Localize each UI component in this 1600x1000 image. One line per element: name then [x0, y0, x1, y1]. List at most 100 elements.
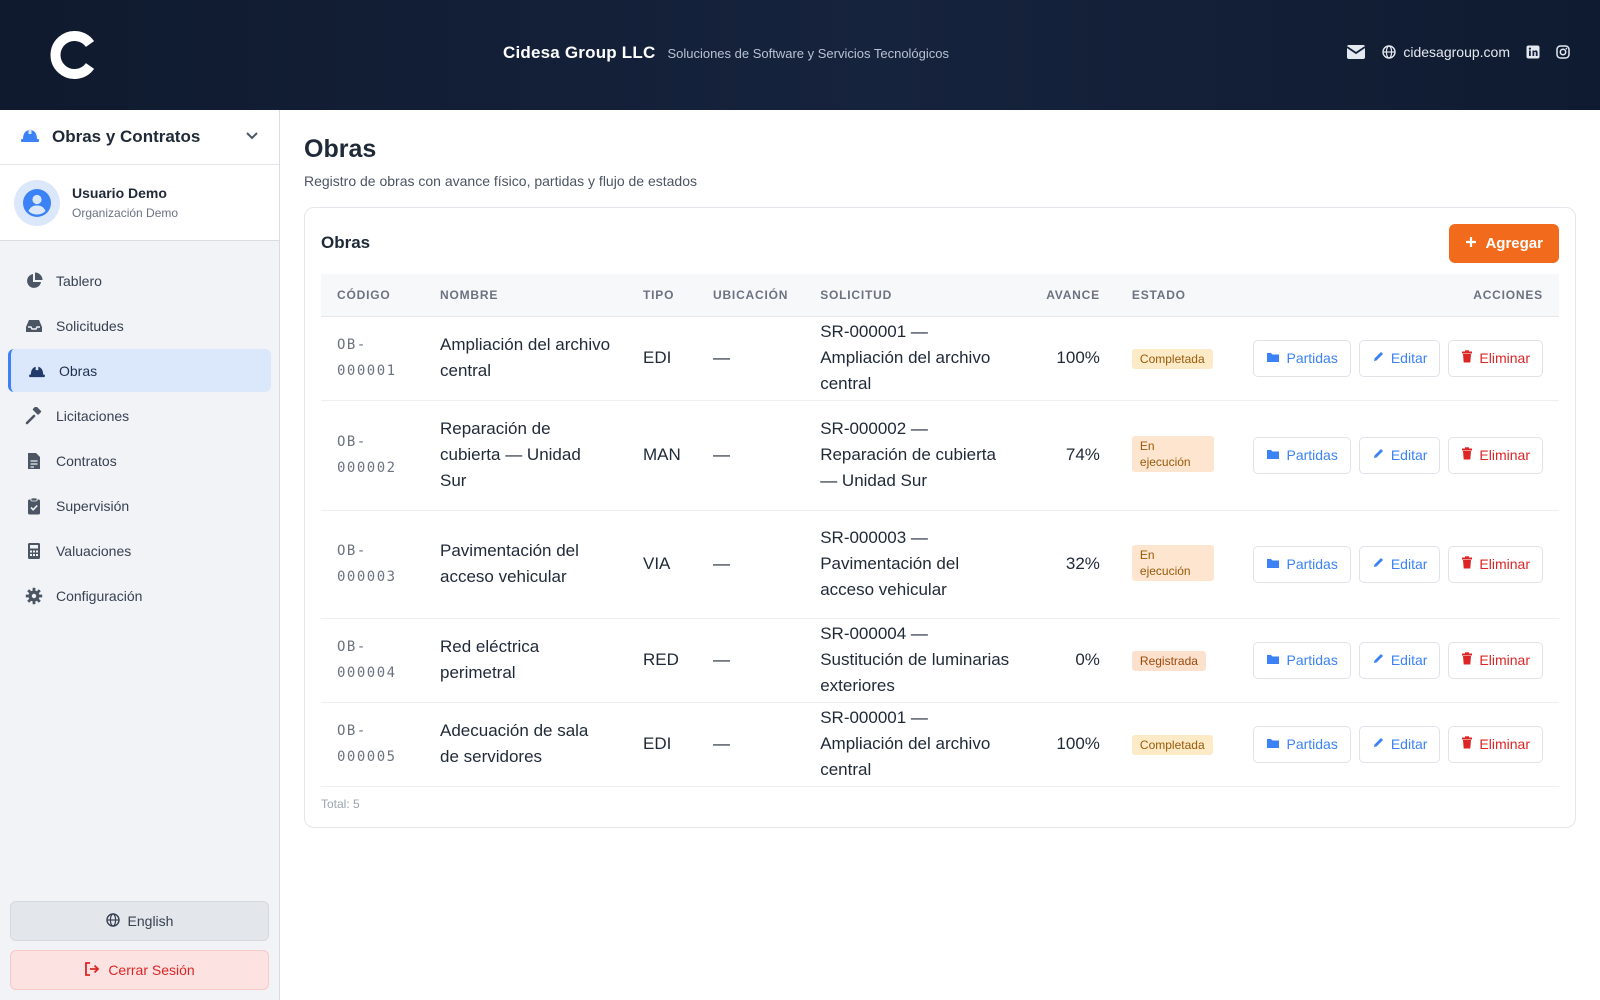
cell-request: SR-000001 — Ampliación del archivo centr… [804, 702, 1031, 787]
cell-progress: 0% [1030, 618, 1116, 703]
gavel-icon [24, 406, 44, 425]
cell-code: OB- 000005 [321, 702, 424, 787]
status-badge: Completada [1131, 735, 1213, 755]
chevron-down-icon[interactable] [245, 128, 259, 146]
cell-location: — [697, 400, 805, 511]
sidebar-nav: Tablero Solicitudes Obras Licitaciones C… [0, 241, 279, 617]
partidas-label: Partidas [1286, 556, 1338, 572]
cell-code: OB- 000002 [321, 400, 424, 511]
edit-button[interactable]: Editar [1358, 725, 1441, 763]
delete-button[interactable]: Eliminar [1448, 545, 1543, 583]
cell-code: OB- 000004 [321, 618, 424, 703]
sidebar-item-label: Configuración [56, 587, 143, 604]
header-links: cidesagroup.com [1346, 44, 1570, 60]
cell-actions: Partidas Editar Eliminar [1229, 400, 1559, 511]
column-header[interactable]: AVANCE [1030, 274, 1116, 317]
sidebar-item-obras[interactable]: Obras [8, 349, 271, 392]
module-selector[interactable]: Obras y Contratos [0, 110, 279, 165]
table-row: OB- 000005 Adecuación de sala de servido… [321, 702, 1559, 787]
pencil-icon [1372, 551, 1385, 577]
logout-label: Cerrar Sesión [108, 962, 195, 978]
trash-icon [1461, 647, 1473, 673]
linkedin-icon[interactable] [1526, 45, 1540, 59]
obras-table: CÓDIGO NOMBRE TIPO UBICACIÓN SOLICITUD A… [321, 274, 1559, 787]
column-header[interactable]: ESTADO [1115, 274, 1230, 317]
cell-code: OB- 000001 [321, 316, 424, 401]
edit-label: Editar [1390, 652, 1428, 668]
obras-card: Obras Agregar CÓDIGO NOMBRE TIPO UBICACI… [304, 207, 1576, 828]
envelope-icon[interactable] [1346, 44, 1366, 60]
user-name: Usuario Demo [72, 185, 167, 201]
sidebar-item-label: Tablero [56, 272, 102, 289]
folder-icon [1266, 731, 1280, 757]
trash-icon [1461, 731, 1473, 757]
column-header[interactable]: CÓDIGO [321, 274, 424, 317]
cell-name: Red eléctrica perimetral [424, 618, 627, 703]
edit-label: Editar [1390, 350, 1428, 366]
cell-type: MAN [627, 400, 697, 511]
delete-label: Eliminar [1479, 350, 1530, 366]
sidebar: Obras y Contratos Usuario Demo Organizac… [0, 110, 280, 1000]
add-button[interactable]: Agregar [1449, 223, 1559, 263]
status-badge: En ejecución [1131, 545, 1214, 581]
delete-button[interactable]: Eliminar [1448, 339, 1543, 377]
card-title: Obras [321, 233, 371, 252]
hard-hat-icon [27, 364, 47, 378]
partidas-label: Partidas [1286, 736, 1338, 752]
language-button[interactable]: English [10, 901, 269, 941]
table-row: OB- 000003 Pavimentación del acceso vehi… [321, 510, 1559, 619]
edit-label: Editar [1390, 447, 1428, 463]
cell-name: Reparación de cubierta — Unidad Sur [424, 400, 627, 511]
sidebar-item-label: Supervisión [56, 497, 130, 514]
instagram-icon[interactable] [1556, 45, 1570, 59]
partidas-button[interactable]: Partidas [1253, 436, 1351, 474]
folder-icon [1266, 647, 1280, 673]
cell-actions: Partidas Editar Eliminar [1229, 618, 1559, 703]
cidesa-logo[interactable] [50, 30, 100, 80]
cell-name: Adecuación de sala de servidores [424, 702, 627, 787]
column-header[interactable]: NOMBRE [424, 274, 627, 317]
delete-button[interactable]: Eliminar [1448, 641, 1543, 679]
sidebar-item-configuracion[interactable]: Configuración [8, 574, 271, 617]
edit-button[interactable]: Editar [1358, 436, 1441, 474]
delete-button[interactable]: Eliminar [1448, 725, 1543, 763]
sidebar-item-label: Solicitudes [56, 317, 124, 334]
cell-request: SR-000004 — Sustitución de luminarias ex… [804, 618, 1031, 703]
sidebar-item-tablero[interactable]: Tablero [8, 259, 271, 302]
sidebar-item-solicitudes[interactable]: Solicitudes [8, 304, 271, 347]
website-link[interactable]: cidesagroup.com [1382, 44, 1510, 60]
cell-progress: 32% [1030, 510, 1116, 619]
cell-name: Ampliación del archivo central [424, 316, 627, 401]
sidebar-item-contratos[interactable]: Contratos [8, 439, 271, 482]
user-organization: Organización Demo [72, 206, 179, 220]
cell-actions: Partidas Editar Eliminar [1229, 702, 1559, 787]
edit-button[interactable]: Editar [1358, 641, 1441, 679]
brand-name: Cidesa Group LLC [503, 43, 656, 62]
sidebar-item-label: Licitaciones [56, 407, 130, 424]
partidas-button[interactable]: Partidas [1253, 545, 1351, 583]
column-header[interactable]: SOLICITUD [804, 274, 1031, 317]
cell-request: SR-000003 — Pavimentación del acceso veh… [804, 510, 1031, 619]
edit-button[interactable]: Editar [1358, 545, 1441, 583]
partidas-button[interactable]: Partidas [1253, 339, 1351, 377]
logout-button[interactable]: Cerrar Sesión [10, 950, 269, 990]
globe-icon [1382, 45, 1397, 59]
partidas-button[interactable]: Partidas [1253, 641, 1351, 679]
folder-icon [1266, 345, 1280, 371]
globe-icon [105, 912, 120, 930]
edit-button[interactable]: Editar [1358, 339, 1441, 377]
column-header[interactable]: TIPO [627, 274, 697, 317]
pencil-icon [1372, 647, 1385, 673]
partidas-button[interactable]: Partidas [1253, 725, 1351, 763]
inbox-icon [24, 318, 44, 334]
page-title: Obras [304, 135, 377, 163]
sidebar-item-valuaciones[interactable]: Valuaciones [8, 529, 271, 572]
cell-progress: 100% [1030, 316, 1116, 401]
delete-button[interactable]: Eliminar [1448, 436, 1543, 474]
edit-label: Editar [1390, 556, 1428, 572]
brand: Cidesa Group LLC Soluciones de Software … [503, 43, 949, 63]
column-header[interactable]: UBICACIÓN [697, 274, 805, 317]
cell-progress: 74% [1030, 400, 1116, 511]
sidebar-item-supervision[interactable]: Supervisión [8, 484, 271, 527]
sidebar-item-licitaciones[interactable]: Licitaciones [8, 394, 271, 437]
